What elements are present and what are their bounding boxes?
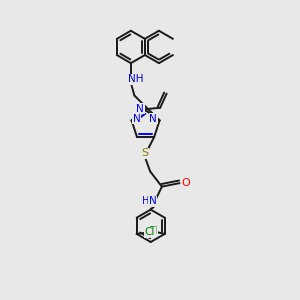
Text: N: N xyxy=(148,196,156,206)
Text: O: O xyxy=(182,178,190,188)
Text: NH: NH xyxy=(128,74,144,84)
Text: N: N xyxy=(136,104,144,114)
Text: N: N xyxy=(133,114,141,124)
Text: H: H xyxy=(142,196,149,206)
Text: S: S xyxy=(141,148,148,158)
Text: Cl: Cl xyxy=(147,226,158,236)
Text: N: N xyxy=(149,114,157,124)
Text: Cl: Cl xyxy=(145,227,155,237)
